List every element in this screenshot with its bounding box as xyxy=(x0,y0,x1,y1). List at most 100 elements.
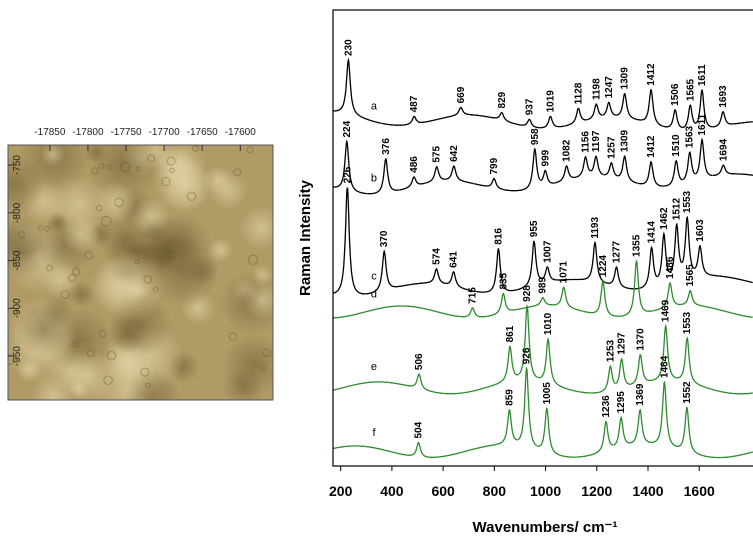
peak-label: 1277 xyxy=(612,240,623,263)
grain xyxy=(259,364,266,371)
y-axis-label: Raman Intensity xyxy=(297,179,314,296)
grain xyxy=(192,145,199,152)
grain xyxy=(84,250,94,260)
peak-label: 1553 xyxy=(682,311,693,334)
grain xyxy=(106,350,117,361)
texture xyxy=(83,145,108,164)
peak-label: 1193 xyxy=(590,217,601,239)
peak-label: 1486 xyxy=(665,256,676,279)
peak-label: 1071 xyxy=(559,261,570,284)
spectrum-peak xyxy=(615,357,632,385)
peak-label: 926 xyxy=(522,347,533,364)
grain xyxy=(103,375,113,385)
spectrum-peak xyxy=(333,57,382,124)
spectrum-peak xyxy=(333,139,366,195)
peak-label: 937 xyxy=(524,98,535,115)
spectrum-peak xyxy=(681,215,695,269)
peak-label: 1257 xyxy=(606,136,617,159)
spectrum-peak xyxy=(571,240,606,284)
spectrum-peak xyxy=(576,420,614,458)
peak-label: 1565 xyxy=(685,78,696,101)
spectrum-peak xyxy=(657,231,671,277)
peak-label: 376 xyxy=(381,138,392,155)
spectrum-peak xyxy=(464,345,519,394)
peak-label: 1005 xyxy=(542,382,553,405)
grain xyxy=(98,162,105,169)
peak-label: 1603 xyxy=(695,219,706,242)
spectrum-peak xyxy=(613,415,631,446)
peak-label: 955 xyxy=(529,220,540,237)
peak-label: 1236 xyxy=(601,395,612,418)
spectrum-peak xyxy=(555,164,577,184)
peak-label: 1469 xyxy=(661,299,672,322)
spectrum-peak xyxy=(630,408,653,444)
peak-label: 487 xyxy=(409,95,420,112)
grain xyxy=(140,367,150,377)
texture xyxy=(67,280,95,308)
micrograph xyxy=(8,145,273,400)
plot-frame xyxy=(332,9,753,467)
spectrum-peak xyxy=(675,406,753,459)
peak-label: 1464 xyxy=(659,355,670,378)
peak-label: 958 xyxy=(530,128,541,145)
peak-label: 1563 xyxy=(685,125,696,148)
grain xyxy=(167,251,175,259)
spectrum-peak xyxy=(333,305,488,319)
x-tick-label: 1000 xyxy=(530,483,561,499)
x-tick-label: -17600 xyxy=(225,127,257,138)
peak-label: 1510 xyxy=(671,134,682,157)
spectrum-peak xyxy=(637,88,664,127)
spectrum-peak xyxy=(399,176,426,191)
spectrum-peak xyxy=(445,165,474,185)
peak-label: 230 xyxy=(343,39,354,56)
spectrum-peak xyxy=(695,89,713,128)
peak-label: 816 xyxy=(493,228,504,245)
grain xyxy=(46,264,53,272)
grain xyxy=(135,166,141,172)
peak-label: 835 xyxy=(498,272,509,289)
peak-label: 1224 xyxy=(598,255,609,278)
spectrum-peak xyxy=(410,267,446,286)
texture xyxy=(62,215,101,254)
texture xyxy=(185,254,219,287)
x-tick-label: 1600 xyxy=(684,483,715,499)
peak-label: 829 xyxy=(497,91,508,108)
peak-label: 506 xyxy=(414,353,425,370)
peak-label: 1611 xyxy=(697,113,708,135)
series-label: c xyxy=(371,271,377,283)
grain xyxy=(71,340,78,348)
spectrum-peak xyxy=(473,177,515,192)
spectrum-peak xyxy=(603,161,618,177)
image-frame xyxy=(7,144,274,401)
grain xyxy=(247,254,259,265)
grain xyxy=(233,168,242,177)
peak-label: 486 xyxy=(409,156,420,173)
peak-label: 1553 xyxy=(682,190,693,213)
spectrum-peak xyxy=(517,366,537,446)
peak-label: 1309 xyxy=(620,67,631,90)
series-label: b xyxy=(371,172,377,184)
grain xyxy=(246,146,254,154)
grain xyxy=(134,259,140,265)
peak-label: 1552 xyxy=(682,381,693,404)
grain xyxy=(262,348,272,358)
grain xyxy=(145,382,151,389)
peak-label: 861 xyxy=(505,325,516,342)
spectrum-peak xyxy=(481,111,516,125)
texture xyxy=(62,349,116,400)
spectrum-peak xyxy=(616,92,639,121)
peak-label: 1128 xyxy=(573,82,584,104)
spectrum-peak xyxy=(539,115,565,129)
spectrum-peak xyxy=(682,104,697,128)
grain xyxy=(228,332,238,341)
grain xyxy=(169,167,175,174)
peak-label: 1412 xyxy=(646,63,657,86)
grain xyxy=(8,354,15,366)
grain xyxy=(98,329,107,338)
grain xyxy=(71,267,81,276)
spectrum-peak xyxy=(682,150,696,181)
peak-label: 575 xyxy=(432,146,443,163)
x-tick-label: 200 xyxy=(329,483,353,499)
spectra xyxy=(333,57,753,459)
peak-label: 1309 xyxy=(620,129,631,152)
